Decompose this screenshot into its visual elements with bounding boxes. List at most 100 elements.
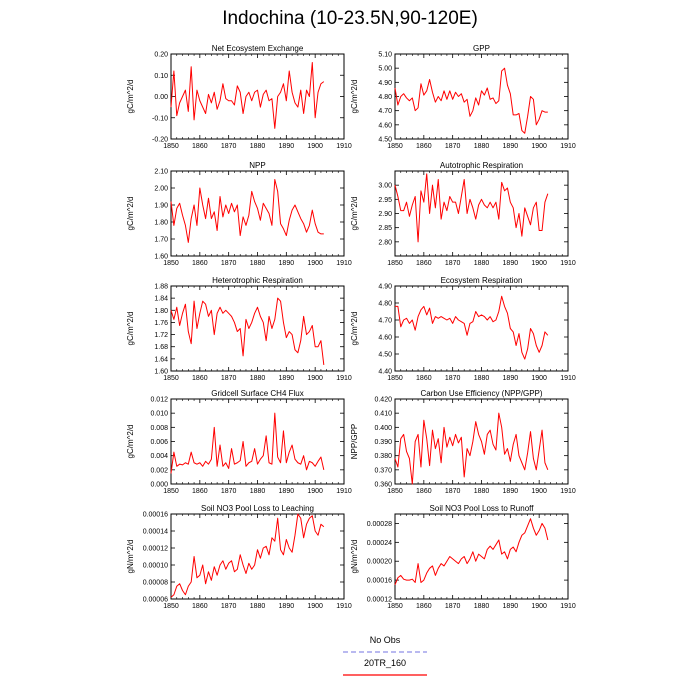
x-tick-label: 1910 [560,375,576,382]
x-tick-label: 1890 [503,260,519,267]
y-axis-label: gN/m^2/d [126,540,135,574]
y-tick-label: 0.410 [374,411,392,418]
legend-label-no-obs: No Obs [370,635,401,645]
x-tick-label: 1850 [387,143,403,150]
y-tick-label: 4.60 [378,335,392,342]
y-tick-label: 0.00016 [143,512,168,519]
y-axis-label: gN/m^2/d [350,540,359,574]
y-tick-label: 0.20 [154,52,168,59]
plot-frame [394,285,569,372]
chart-panel-carbon-use-efficiency-npp-gpp: Carbon Use Efficiency (NPP/GPP) 1850 1860 1… [350,389,576,495]
series-line-20tr-160 [170,297,325,365]
y-tick-label: 0.390 [374,439,392,446]
x-tick-label: 1890 [279,488,295,495]
x-tick-label: 1880 [250,260,266,267]
chart-panel-soil-no3-pool-loss-to-runoff: Soil NO3 Pool Loss to Runoff 1850 1860 1870… [350,504,576,610]
series-line-20tr-160 [394,518,549,586]
plot-frame [170,513,345,600]
x-tick-label: 1910 [560,603,576,610]
x-tick-label: 1880 [474,488,490,495]
x-tick-label: 1890 [279,260,295,267]
y-tick-label: 2.00 [154,186,168,193]
y-tick-label: 1.80 [154,308,168,315]
x-tick-label: 1900 [307,260,323,267]
x-tick-label: 1900 [307,488,323,495]
x-tick-label: 1870 [445,260,461,267]
x-tick-label: 1860 [416,260,432,267]
figure-title: Indochina (10-23.5N,90-120E) [222,8,478,29]
x-tick-label: 1850 [387,375,403,382]
y-tick-label: 1.60 [154,254,168,261]
y-tick-label: 1.68 [154,344,168,351]
y-tick-label: 2.85 [378,225,392,232]
x-tick-label: 1870 [221,260,237,267]
y-axis-label: gC/m^2/d [350,80,359,114]
x-tick-label: 1890 [503,375,519,382]
x-tick-label: 1860 [416,603,432,610]
x-tick-label: 1900 [531,375,547,382]
plot-frame [394,53,569,140]
x-tick-label: 1900 [531,488,547,495]
series-line-20tr-160 [394,67,548,134]
y-tick-label: 0.00010 [143,563,168,570]
x-tick-label: 1870 [221,143,237,150]
y-tick-label: 5.00 [378,66,392,73]
x-tick-label: 1860 [416,375,432,382]
chart-panel-soil-no3-pool-loss-to-leaching: Soil NO3 Pool Loss to Leaching 1850 1860 18… [126,504,352,610]
y-axis-label: NPP/GPP [350,424,359,460]
y-tick-label: 1.80 [154,220,168,227]
y-tick-label: 0.004 [150,453,168,460]
y-tick-label: -0.10 [152,115,168,122]
y-tick-label: 1.76 [154,320,168,327]
x-tick-label: 1860 [192,488,208,495]
x-tick-label: 1900 [531,603,547,610]
x-tick-label: 1880 [474,603,490,610]
x-tick-label: 1890 [503,488,519,495]
y-tick-label: 1.60 [154,369,168,376]
y-tick-label: 0.420 [374,397,392,404]
y-tick-label: 4.70 [378,318,392,325]
x-tick-label: 1850 [163,603,179,610]
x-tick-label: 1910 [336,143,352,150]
y-tick-label: 0.00024 [367,540,392,547]
y-axis-label: gC/m^2/d [126,197,135,231]
x-tick-label: 1860 [192,603,208,610]
x-tick-label: 1850 [163,260,179,267]
plot-frame [394,170,569,257]
x-tick-label: 1850 [163,143,179,150]
y-tick-label: 1.90 [154,203,168,210]
y-tick-label: 4.50 [378,352,392,359]
x-tick-label: 1910 [336,488,352,495]
y-tick-label: 3.00 [378,183,392,190]
x-tick-label: 1860 [416,488,432,495]
x-tick-label: 1890 [279,603,295,610]
y-tick-label: 0.00012 [143,546,168,553]
x-tick-label: 1900 [531,143,547,150]
x-tick-label: 1880 [250,488,266,495]
chart-panel-gridcell-surface-ch4-flux: Gridcell Surface CH4 Flux 1850 1860 1870 188… [126,389,352,495]
y-tick-label: 4.60 [378,122,392,129]
x-tick-label: 1860 [192,375,208,382]
x-tick-label: 1910 [336,260,352,267]
x-tick-label: 1880 [474,143,490,150]
chart-panel-net-ecosystem-exchange: Net Ecosystem Exchange 1850 1860 1870 1880 18… [126,44,352,150]
x-tick-label: 1910 [336,375,352,382]
y-tick-label: 4.90 [378,80,392,87]
panel-title: NPP [249,161,265,170]
y-tick-label: 0.010 [150,411,168,418]
x-tick-label: 1860 [416,143,432,150]
x-tick-label: 1850 [163,488,179,495]
x-tick-label: 1870 [445,375,461,382]
chart-panel-npp: NPP 1850 1860 1870 1880 1890 1900 1910 1.60 1.70 1… [126,161,352,267]
legend-label-20tr-160: 20TR_160 [364,658,406,668]
y-tick-label: 0.00020 [367,559,392,566]
y-tick-label: 2.10 [154,169,168,176]
y-tick-label: 0.00012 [367,597,392,604]
x-tick-label: 1900 [531,260,547,267]
y-tick-label: 0.360 [374,482,392,489]
y-axis-label: gC/m^2/d [126,80,135,114]
x-tick-label: 1890 [503,603,519,610]
y-tick-label: 0.00014 [143,529,168,536]
y-tick-label: 5.10 [378,52,392,59]
